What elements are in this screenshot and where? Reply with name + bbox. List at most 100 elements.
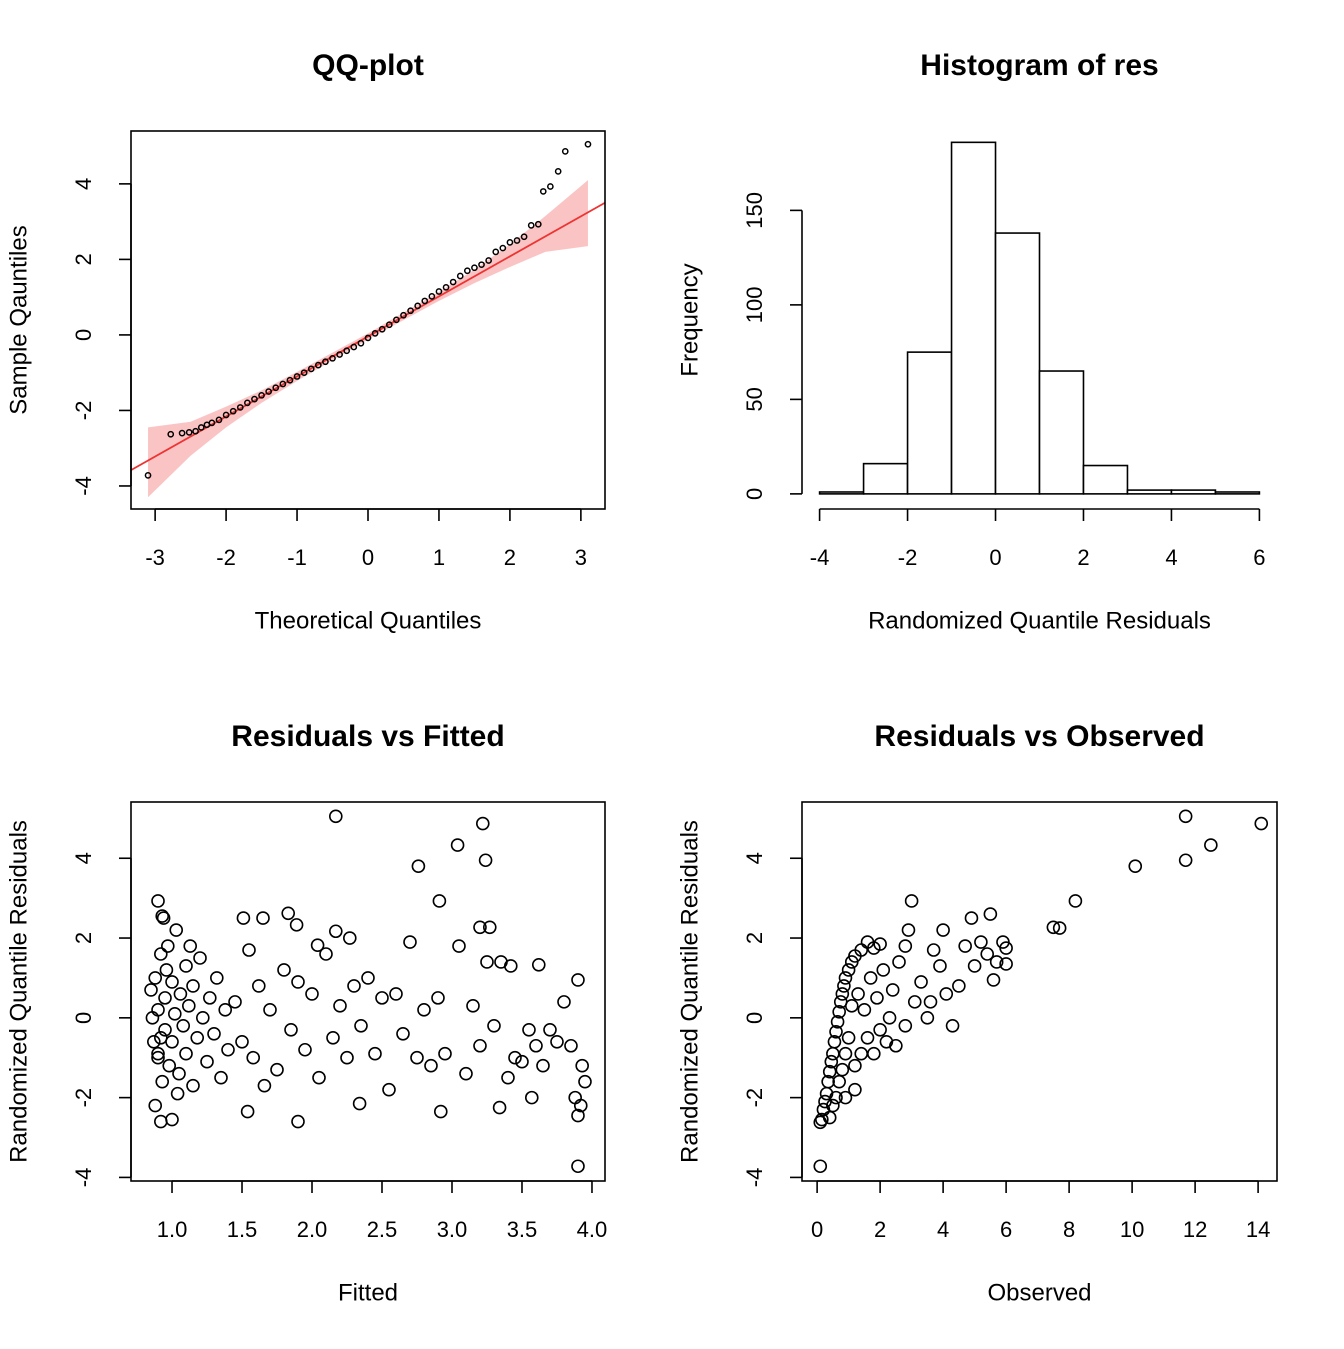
- point: [571, 1108, 585, 1123]
- point: [154, 1030, 168, 1045]
- point: [196, 1011, 210, 1025]
- point: [200, 1054, 214, 1069]
- point: [417, 1003, 431, 1017]
- y-tick-label: 2: [71, 932, 96, 944]
- panel: Histogram of res Randomized Quantile Resi…: [676, 49, 1265, 634]
- point: [165, 1112, 179, 1127]
- point: [571, 973, 585, 987]
- point: [450, 838, 465, 852]
- x-tick-label: 2.5: [367, 1217, 398, 1242]
- x-axis-label: Theoretical Quantiles: [255, 607, 482, 634]
- point: [815, 1112, 829, 1127]
- point: [531, 957, 546, 972]
- point: [289, 918, 304, 932]
- point: [958, 939, 972, 953]
- point: [822, 1064, 837, 1079]
- point: [832, 1005, 846, 1019]
- bar: [1170, 489, 1217, 495]
- point: [870, 991, 884, 1005]
- point: [179, 959, 193, 973]
- panel: Residuals vs Fitted Fitted Randomized Quan…: [5, 720, 607, 1306]
- point: [889, 1038, 903, 1053]
- point: [826, 1046, 840, 1061]
- point: [898, 1019, 913, 1033]
- x-tick-label: 3: [575, 545, 587, 570]
- point: [172, 1066, 186, 1081]
- point: [183, 939, 198, 953]
- point: [257, 1078, 272, 1093]
- point: [520, 233, 528, 241]
- point: [494, 955, 508, 969]
- y-axis-label: Randomized Quantile Residuals: [5, 820, 32, 1163]
- point: [155, 1074, 170, 1089]
- x-tick-label: 2: [504, 545, 516, 570]
- y-axis-label: Frequency: [676, 263, 703, 376]
- point: [252, 979, 266, 993]
- point: [176, 1019, 191, 1033]
- point: [144, 472, 152, 479]
- y-tick-label: -4: [742, 1168, 767, 1188]
- point: [165, 975, 179, 989]
- point: [923, 995, 938, 1009]
- point: [329, 354, 336, 362]
- point: [244, 399, 251, 407]
- point: [300, 369, 308, 377]
- x-tick-label: 4.0: [577, 1217, 608, 1242]
- point: [169, 923, 184, 937]
- point: [186, 1078, 200, 1093]
- point: [246, 1050, 261, 1065]
- point: [578, 1074, 592, 1089]
- panel-title: Histogram of res: [920, 49, 1158, 82]
- point: [821, 1074, 835, 1089]
- point: [557, 995, 571, 1009]
- point: [428, 293, 436, 300]
- point: [154, 1114, 168, 1129]
- y-tick-label: 0: [71, 1012, 96, 1024]
- point: [333, 999, 347, 1013]
- panel: Residuals vs Observed Observed Randomized …: [676, 720, 1278, 1306]
- point: [185, 428, 193, 436]
- point: [277, 963, 291, 977]
- point: [158, 1022, 172, 1037]
- point: [813, 1159, 828, 1174]
- point: [524, 1090, 539, 1105]
- point: [291, 975, 305, 989]
- x-tick-label: 6: [1253, 545, 1265, 570]
- panel-title: QQ-plot: [312, 49, 424, 82]
- point: [407, 307, 414, 315]
- point: [501, 1070, 515, 1085]
- point: [989, 955, 1004, 969]
- point: [873, 1022, 887, 1037]
- point: [352, 1096, 367, 1111]
- x-tick-label: 1: [433, 545, 445, 570]
- point: [513, 237, 521, 244]
- bar: [1082, 464, 1129, 495]
- point: [410, 1050, 424, 1065]
- point: [568, 1090, 582, 1105]
- point: [945, 1019, 960, 1033]
- point: [564, 1038, 578, 1053]
- point: [357, 339, 365, 347]
- point: [1046, 920, 1061, 935]
- point: [161, 939, 175, 953]
- point: [208, 419, 216, 427]
- point: [898, 939, 913, 953]
- point: [822, 1110, 837, 1125]
- point: [228, 995, 242, 1009]
- point: [1052, 921, 1067, 935]
- point: [343, 931, 357, 945]
- point: [170, 1086, 185, 1101]
- point: [182, 999, 196, 1013]
- y-tick-label: -4: [71, 476, 96, 496]
- point: [314, 361, 322, 369]
- point: [506, 239, 514, 246]
- point: [442, 283, 450, 291]
- point: [471, 264, 478, 272]
- point: [284, 1022, 298, 1037]
- y-tick-label: 100: [742, 287, 767, 324]
- point: [396, 1026, 410, 1041]
- point: [475, 816, 490, 831]
- point: [986, 973, 1001, 987]
- point: [186, 979, 200, 993]
- point: [452, 939, 466, 953]
